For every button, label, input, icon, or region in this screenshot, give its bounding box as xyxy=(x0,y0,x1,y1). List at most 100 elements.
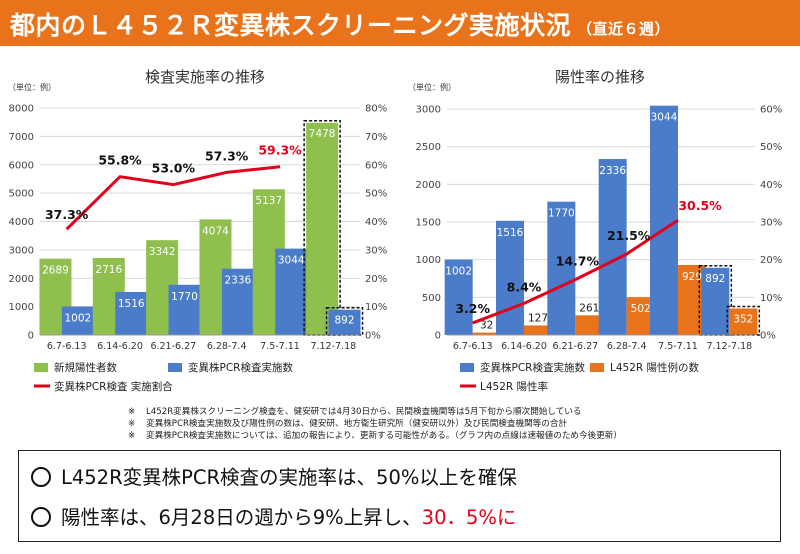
bar-value-label: 502 xyxy=(631,303,651,315)
y2-tick-label: 0% xyxy=(365,331,381,342)
rate-line xyxy=(472,218,679,325)
y-tick-label: 1500 xyxy=(416,218,441,229)
bar-value-label: 2689 xyxy=(42,265,69,277)
legend-swatch xyxy=(34,363,48,372)
bar-a xyxy=(547,201,576,335)
chart-test-rate: 検査実施率の推移 （単位：例） 0 1000 2000 3000 4000 5000 6000 7… xyxy=(8,68,387,393)
y2-tick-label: 10% xyxy=(760,293,782,304)
y-tick-label: 1000 xyxy=(9,302,34,313)
y2-tick-label: 50% xyxy=(760,142,782,153)
y-tick-label: 0 xyxy=(435,331,441,342)
circle-bullet-icon xyxy=(31,467,51,487)
chart-title: 検査実施率の推移 xyxy=(145,68,265,86)
y-tick-label: 0 xyxy=(28,331,34,342)
rate-label: 57.3% xyxy=(205,148,249,163)
bar-a xyxy=(701,267,730,335)
bar-b xyxy=(61,306,94,335)
x-tick-label: 6.14-6.20 xyxy=(97,341,143,352)
bar-value-label: 4074 xyxy=(202,225,229,237)
rate-label: 8.4% xyxy=(507,279,542,294)
footnote: ※ 変異株PCR検査実施数については、追加の報告により、更新する可能性がある。（グ… xyxy=(128,430,788,442)
summary-text: L452R変異株PCR検査の実施率は、50%以上を確保 xyxy=(61,466,517,489)
rate-label: 37.3% xyxy=(45,207,89,222)
bar-value-label: 7478 xyxy=(309,128,336,140)
footnote-text: L452R変異株スクリーニング検査を、健安研では4月30日から、民間検査機関等は… xyxy=(146,407,582,417)
y-tick-label: 7000 xyxy=(9,132,34,143)
y2-tick-label: 40% xyxy=(760,180,782,191)
y-tick-label: 2500 xyxy=(416,142,441,153)
bar-value-label: 1516 xyxy=(497,227,524,239)
unit-label: （単位：例） xyxy=(408,82,456,92)
bar-value-label: 1516 xyxy=(118,298,145,310)
legend-swatch xyxy=(460,363,474,372)
bar-b xyxy=(275,248,308,335)
x-tick-label: 6.7-6.13 xyxy=(453,341,493,352)
footnote-text: 変異株PCR検査実施数及び陽性例の数は、健安研、地方衛生研究所（健安研以外）及び… xyxy=(146,419,568,429)
y2-tick-label: 60% xyxy=(760,105,782,116)
unit-label: （単位：例） xyxy=(8,82,56,92)
footnote-mark: ※ xyxy=(128,419,136,429)
y2-tick-label: 80% xyxy=(365,104,387,115)
rate-label: 3.2% xyxy=(455,301,490,316)
x-tick-label: 7.12-7.18 xyxy=(310,341,356,352)
bar-b xyxy=(221,268,254,335)
bar-b xyxy=(678,265,706,335)
bar-b xyxy=(168,284,201,335)
footnote-mark: ※ xyxy=(128,407,136,417)
preliminary-box xyxy=(303,120,341,336)
summary-text: 陽性率は、6月28日の週から9%上昇し、 xyxy=(61,506,422,529)
circle-bullet-icon xyxy=(31,507,51,527)
y-tick-label: 5000 xyxy=(9,189,34,200)
y2-tick-label: 70% xyxy=(365,132,387,143)
bar-b xyxy=(115,291,148,335)
legend-swatch xyxy=(168,363,182,372)
footnote-text: 変異株PCR検査実施数については、追加の報告により、更新する可能性がある。（グラ… xyxy=(146,431,622,441)
y-tick-label: 4000 xyxy=(9,217,34,228)
bar-b xyxy=(729,308,758,335)
footnote: ※ 変異株PCR検査実施数及び陽性例の数は、健安研、地方衛生研究所（健安研以外）及… xyxy=(128,418,788,430)
bar-value-label: 1770 xyxy=(548,208,575,220)
bar-a xyxy=(306,122,339,335)
bar-value-label: 929 xyxy=(682,271,702,283)
bar-value-label: 892 xyxy=(335,315,355,327)
y2-tick-label: 10% xyxy=(365,302,387,313)
header-banner: 都内のＬ４５２Ｒ変異株スクリーニング実施状況 （直近６週） xyxy=(0,0,800,46)
x-tick-label: 6.21-6.27 xyxy=(552,341,598,352)
footnote: ※ L452R変異株スクリーニング検査を、健安研では4月30日から、民間検査機関等… xyxy=(128,406,788,418)
bar-a xyxy=(496,220,524,335)
legend-label: 変異株PCR検査実施数 xyxy=(480,361,585,374)
rate-label: 55.8% xyxy=(98,153,142,168)
bar-value-label: 3342 xyxy=(149,246,176,258)
rate-label: 21.5% xyxy=(607,228,651,243)
bar-value-label: 2336 xyxy=(599,165,626,177)
y2-tick-label: 0% xyxy=(760,331,776,342)
summary-line-1: L452R変異株PCR検査の実施率は、50%以上を確保 xyxy=(31,461,517,490)
bar-value-label: 5137 xyxy=(255,195,282,207)
page-title: 都内のＬ４５２Ｒ変異株スクリーニング実施状況 （直近６週） xyxy=(10,11,671,40)
summary-box: L452R変異株PCR検査の実施率は、50%以上を確保 陽性率は、6月28日の週… xyxy=(18,450,781,542)
bar-a xyxy=(444,259,473,335)
y2-tick-label: 50% xyxy=(365,189,387,200)
bar-b xyxy=(524,325,552,335)
rate-label: 59.3% xyxy=(258,143,302,158)
summary-highlight: 30．5%に xyxy=(421,506,517,529)
bar-value-label: 32 xyxy=(480,320,493,332)
bar-value-label: 2716 xyxy=(95,264,122,276)
legend-label: 新規陽性者数 xyxy=(54,361,117,374)
x-tick-label: 6.14-6.20 xyxy=(501,341,547,352)
legend-label: 変異株PCR検査実施数 xyxy=(188,361,293,374)
rate-label: 53.0% xyxy=(152,161,196,176)
y-tick-label: 500 xyxy=(422,293,441,304)
y2-tick-label: 20% xyxy=(760,255,782,266)
x-tick-label: 7.5-7.11 xyxy=(260,341,300,352)
legend-label: 変異株PCR検査 実施割合 xyxy=(54,380,173,393)
y-tick-label: 3000 xyxy=(416,105,441,116)
bar-value-label: 1770 xyxy=(171,291,198,303)
y2-tick-label: 60% xyxy=(365,160,387,171)
bar-value-label: 261 xyxy=(579,302,599,314)
bar-value-label: 1002 xyxy=(445,266,472,278)
footnotes: ※ L452R変異株スクリーニング検査を、健安研では4月30日から、民間検査機関等… xyxy=(128,406,788,442)
rate-label: 14.7% xyxy=(556,254,600,269)
bar-value-label: 892 xyxy=(705,273,725,285)
x-tick-label: 6.21-6.27 xyxy=(150,341,196,352)
